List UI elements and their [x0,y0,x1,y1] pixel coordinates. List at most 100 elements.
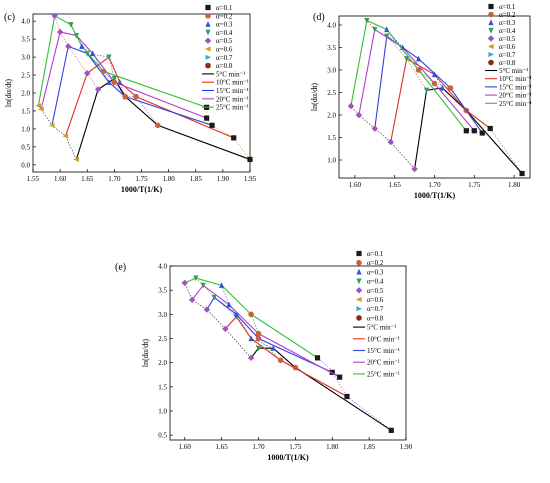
panel-1-legend-label: α=0.2 [499,11,516,19]
panel-2-frame [169,265,407,441]
panel-1-data-point [364,17,370,24]
panel-2-legend-label: 25°C min⁻¹ [367,370,400,378]
panel-0-data-point [111,76,117,82]
panel-2-data-point [277,357,284,364]
panel-0-series-line [40,31,207,119]
panel-2-y-tick-label: 1.5 [158,383,167,391]
panel-0-legend-label: α=0.7 [216,54,233,62]
panel-1-x-tick-label: 1.70 [428,181,441,189]
panel-0-data-point [106,79,112,85]
panel-0-y-tick-label: 1.0 [21,125,30,133]
panel-0-legend-label: α=0.3 [216,21,233,29]
panel-0-data-point [209,122,215,128]
panel-2-data-point [270,345,276,351]
panel-2-legend-marker [356,259,362,266]
panel-1-series-line [374,35,483,134]
panel-1-x-tick-label: 1.60 [349,181,362,189]
panel-2-y-tick-label: 1.0 [158,408,167,416]
panel-2-y-tick-label: 4.0 [158,263,167,271]
panel-1-y-tick-label: 2.0 [327,112,336,120]
panel-2-legend-label: 5°C min⁻¹ [367,324,396,332]
panel-1-legend-marker [488,3,494,10]
panel-1-legend-marker [488,59,494,66]
panel-2-data-point [247,354,255,362]
panel-1-legend-label: α=0.8 [499,59,516,67]
panel-0-data-point [231,135,237,141]
panel-0-data-point [133,93,139,100]
panel-0-y-axis-title: ln(dα/dt) [4,79,13,108]
panel-0-label: (c) [4,12,15,23]
panel-2-series-line [224,315,348,397]
panel-0-data-point [94,86,102,93]
panel-0-legend-marker [205,13,211,19]
panel-1-y-tick-label: 2.5 [327,89,336,97]
panel-0-legend-label: α=0.2 [216,12,233,20]
panel-2-legend-marker [356,278,362,285]
panel-0-data-point [51,12,58,19]
panel-2-data-point [181,279,188,287]
panel-0-series-line [65,56,234,139]
panel-0-legend-label: α=0.5 [216,37,233,45]
panel-1-alpha-connector [366,20,427,91]
panel-1-legend-marker [488,11,494,18]
panel-2-data-point [248,311,254,318]
panel-2-data-point [200,282,206,289]
panel-0-legend-label: 15°C min⁻¹ [216,87,249,95]
panel-1-alpha-connector [418,69,467,111]
panel-2-data-point [248,335,254,342]
panel-2-legend-label: α=0.6 [367,296,384,304]
panel-1-data-point [447,85,454,91]
panel-0-legend-label: 25°C min⁻¹ [216,104,249,112]
panel-0-data-point [84,70,91,77]
panel-2-legend-marker [355,296,362,303]
panel-0-data-point [62,133,69,139]
panel-1-legend-label: 10°C min⁻¹ [499,75,532,83]
panel-2-data-point [203,306,211,313]
panel-1-data-point [372,26,378,33]
panel-2-data-point [193,275,199,282]
panel-2-y-tick-label: 0.5 [158,432,167,440]
panel-2-data-point [344,393,350,400]
panel-1-data-point [384,33,390,40]
panel-1-data-point [487,125,493,132]
panel-2-x-tick-label: 1.70 [252,443,265,451]
panel-1-legend-label: 20°C min⁻¹ [499,92,532,100]
panel-2-data-point [314,355,321,361]
panel-2-y-axis-title: ln(dα/dt) [141,339,150,368]
panel-2-y-tick-label: 2.5 [158,335,167,343]
panel-1-data-point [415,55,422,62]
panel-1-data-point [355,111,363,119]
panel-0-x-tick-label: 1.55 [27,175,40,183]
panel-0-legend-label: 5°C min⁻¹ [216,70,245,78]
panel-1-data-point [415,67,422,73]
panel-0-x-tick-label: 1.85 [190,175,203,183]
panel-0-y-tick-label: 0.5 [21,143,30,151]
panel-0-data-point [247,156,253,163]
panel-1-data-point [471,128,477,134]
panel-2-series-line [206,296,333,373]
panel-0-data-point [100,68,107,75]
panel-1-legend-label: α=0.5 [499,35,516,43]
panel-0-data-point [204,115,210,121]
panel-1-data-point [479,130,485,136]
panel-0-data-point [106,54,112,61]
panel-2-data-point [222,325,229,333]
panel-1-y-axis-title: ln(dα/dt) [310,83,319,112]
panel-2-legend-label: α=0.8 [367,314,384,322]
panel-2-data-point [255,345,262,352]
panel-1-legend-marker [488,27,494,34]
panel-1-y-tick-label: 4.0 [327,22,336,30]
panel-2-data-point [233,311,239,317]
panel-0-y-tick-label: 4.0 [21,18,30,26]
panel-0-data-point [65,43,72,50]
panel-2-x-tick-label: 1.60 [179,443,192,451]
panel-1-data-point [347,102,355,110]
panel-2-data-point [388,427,394,433]
panel-1-label: (d) [313,12,325,23]
panel-1-legend-label: 15°C min⁻¹ [499,83,532,91]
panel-0-x-tick-label: 1.70 [108,175,121,183]
panel-2-series-line [184,277,318,359]
panel-2-alpha-connector [221,285,274,349]
panel-1-x-tick-label: 1.80 [508,181,521,189]
panel-0-x-tick-label: 1.90 [217,175,230,183]
